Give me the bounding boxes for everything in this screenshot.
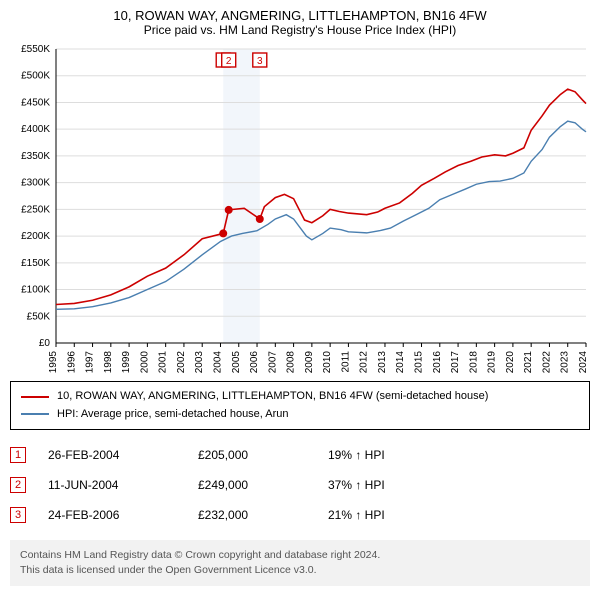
svg-text:2003: 2003 xyxy=(194,351,205,373)
svg-text:£200K: £200K xyxy=(21,231,50,242)
title-line2: Price paid vs. HM Land Registry's House … xyxy=(10,23,590,37)
footnote-line2: This data is licensed under the Open Gov… xyxy=(20,563,580,578)
svg-text:2010: 2010 xyxy=(322,351,333,373)
title-line1: 10, ROWAN WAY, ANGMERING, LITTLEHAMPTON,… xyxy=(10,8,590,23)
svg-text:1999: 1999 xyxy=(121,351,132,373)
transaction-delta: 21% ↑ HPI xyxy=(328,508,448,522)
transaction-marker: 1 xyxy=(10,447,26,463)
legend-swatch xyxy=(21,396,49,398)
svg-text:2007: 2007 xyxy=(267,351,278,373)
svg-text:£250K: £250K xyxy=(21,204,50,215)
svg-text:1996: 1996 xyxy=(66,351,77,373)
transaction-row: 2 11-JUN-2004£249,00037% ↑ HPI xyxy=(10,470,590,500)
svg-text:2015: 2015 xyxy=(414,351,425,373)
transaction-price: £249,000 xyxy=(198,478,328,492)
transaction-price: £205,000 xyxy=(198,448,328,462)
transaction-date: 24-FEB-2006 xyxy=(48,508,198,522)
svg-text:2014: 2014 xyxy=(395,351,406,373)
svg-text:1995: 1995 xyxy=(48,351,59,373)
legend-swatch xyxy=(21,413,49,415)
svg-text:2016: 2016 xyxy=(432,351,443,373)
transactions-table: 1 26-FEB-2004£205,00019% ↑ HPI 2 11-JUN-200… xyxy=(10,440,590,530)
chart-svg: £0 £50K £100K £150K £200K £250K £300K £350K £400… xyxy=(10,43,590,373)
legend-row: HPI: Average price, semi-detached house,… xyxy=(21,406,579,424)
svg-text:2005: 2005 xyxy=(231,351,242,373)
svg-text:2019: 2019 xyxy=(487,351,498,373)
svg-text:£550K: £550K xyxy=(21,44,50,55)
svg-text:2023: 2023 xyxy=(560,351,571,373)
svg-text:1997: 1997 xyxy=(85,351,96,373)
svg-text:2009: 2009 xyxy=(304,351,315,373)
svg-text:3: 3 xyxy=(257,56,263,67)
transaction-delta: 19% ↑ HPI xyxy=(328,448,448,462)
svg-text:£0: £0 xyxy=(39,338,51,349)
legend-row: 10, ROWAN WAY, ANGMERING, LITTLEHAMPTON,… xyxy=(21,388,579,406)
transaction-price: £232,000 xyxy=(198,508,328,522)
transaction-marker: 2 xyxy=(10,477,26,493)
svg-text:2020: 2020 xyxy=(505,351,516,373)
svg-text:2000: 2000 xyxy=(139,351,150,373)
svg-text:2: 2 xyxy=(226,56,232,67)
svg-text:2001: 2001 xyxy=(158,351,169,373)
svg-text:2002: 2002 xyxy=(176,351,187,373)
chart-title-block: 10, ROWAN WAY, ANGMERING, LITTLEHAMPTON,… xyxy=(10,8,590,37)
svg-text:2021: 2021 xyxy=(523,351,534,373)
transaction-row: 1 26-FEB-2004£205,00019% ↑ HPI xyxy=(10,440,590,470)
svg-text:£100K: £100K xyxy=(21,285,50,296)
svg-text:£150K: £150K xyxy=(21,258,50,269)
svg-text:2017: 2017 xyxy=(450,351,461,373)
svg-text:1998: 1998 xyxy=(103,351,114,373)
transaction-date: 11-JUN-2004 xyxy=(48,478,198,492)
svg-text:2022: 2022 xyxy=(541,351,552,373)
svg-text:2011: 2011 xyxy=(340,351,351,373)
transaction-date: 26-FEB-2004 xyxy=(48,448,198,462)
svg-text:2004: 2004 xyxy=(212,351,223,373)
svg-text:£50K: £50K xyxy=(27,311,51,322)
svg-text:£350K: £350K xyxy=(21,151,50,162)
legend: 10, ROWAN WAY, ANGMERING, LITTLEHAMPTON,… xyxy=(10,381,590,430)
footnote: Contains HM Land Registry data © Crown c… xyxy=(10,540,590,585)
svg-text:2018: 2018 xyxy=(468,351,479,373)
svg-text:2006: 2006 xyxy=(249,351,260,373)
legend-label: 10, ROWAN WAY, ANGMERING, LITTLEHAMPTON,… xyxy=(57,388,488,406)
svg-text:2013: 2013 xyxy=(377,351,388,373)
legend-label: HPI: Average price, semi-detached house,… xyxy=(57,406,289,424)
svg-text:£500K: £500K xyxy=(21,71,50,82)
price-chart: £0 £50K £100K £150K £200K £250K £300K £350K £400… xyxy=(10,43,590,373)
svg-text:£300K: £300K xyxy=(21,178,50,189)
transaction-delta: 37% ↑ HPI xyxy=(328,478,448,492)
svg-text:2008: 2008 xyxy=(286,351,297,373)
transaction-marker: 3 xyxy=(10,507,26,523)
transaction-row: 3 24-FEB-2006£232,00021% ↑ HPI xyxy=(10,500,590,530)
svg-text:2024: 2024 xyxy=(578,351,589,373)
svg-text:£400K: £400K xyxy=(21,124,50,135)
footnote-line1: Contains HM Land Registry data © Crown c… xyxy=(20,548,580,563)
svg-text:2012: 2012 xyxy=(359,351,370,373)
svg-text:£450K: £450K xyxy=(21,97,50,108)
